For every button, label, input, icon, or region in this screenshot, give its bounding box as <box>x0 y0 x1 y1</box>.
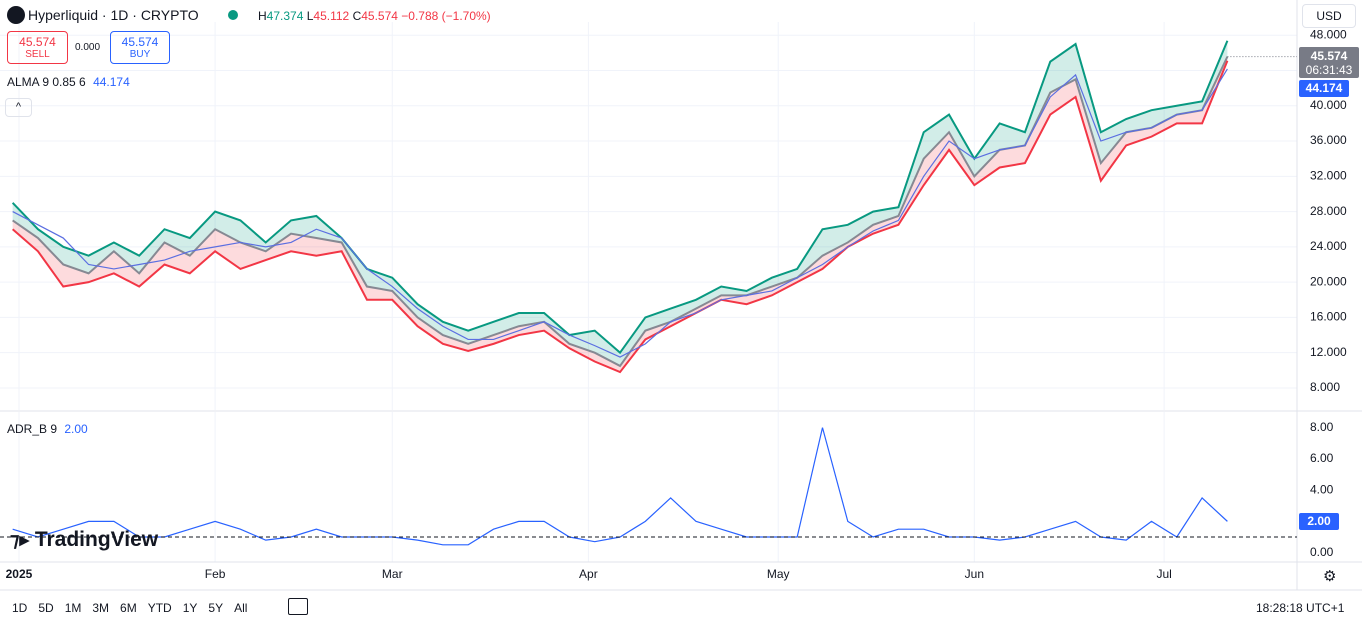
ohlc-label: L <box>306 9 314 23</box>
y-tick-label: 4.00 <box>1310 482 1334 496</box>
y-tick-label: 48.000 <box>1310 27 1347 41</box>
legend-name: ALMA 9 0.85 6 <box>7 75 86 89</box>
sell-price: 45.574 <box>19 35 56 49</box>
y-tick-label: 0.00 <box>1310 545 1334 559</box>
price-label: 45.574 06:31:43 <box>1299 47 1359 78</box>
x-tick-label: Apr <box>579 567 598 581</box>
y-tick-label: 16.000 <box>1310 310 1347 324</box>
y-tick-label: 20.000 <box>1310 274 1347 288</box>
y-tick-label: 32.000 <box>1310 168 1347 182</box>
watermark: ⁊▸ TradingView <box>10 528 159 551</box>
timeframe-button[interactable]: All <box>234 601 248 615</box>
date-range-icon[interactable] <box>288 598 308 615</box>
x-tick-label: Jul <box>1156 567 1171 581</box>
timeframe-button[interactable]: 1Y <box>182 601 198 615</box>
settings-icon[interactable]: ⚙ <box>1323 568 1337 585</box>
market-status <box>228 10 238 20</box>
watermark-text: TradingView <box>34 528 159 551</box>
clock: 18:28:18 UTC+1 <box>1256 601 1345 615</box>
y-tick-label: 36.000 <box>1310 133 1347 147</box>
timeframe-button[interactable]: 3M <box>92 601 110 615</box>
y-tick-label: 8.00 <box>1310 420 1334 434</box>
y-tick-label: 28.000 <box>1310 204 1347 218</box>
x-tick-label: Mar <box>382 567 403 581</box>
change: −0.788 (−1.70%) <box>401 9 491 23</box>
price-label-value: 45.574 <box>1310 49 1348 63</box>
ohlc-value: 47.374 <box>266 9 304 23</box>
timeframe-button[interactable]: 5D <box>38 601 54 615</box>
series-line <box>11 40 1229 355</box>
legend-value: 44.174 <box>93 75 130 89</box>
ohlc-label: C <box>352 9 362 23</box>
x-tick-label: 2025 <box>6 567 33 581</box>
currency[interactable]: USD <box>1302 4 1356 28</box>
x-tick-label: May <box>767 567 790 581</box>
y-tick-label: 24.000 <box>1310 239 1347 253</box>
buy-button[interactable]: 45.574 BUY <box>110 31 170 64</box>
series-line <box>11 60 1229 374</box>
alma-price-label: 44.174 <box>1299 80 1349 97</box>
collapse-button[interactable]: ^ <box>5 98 32 117</box>
ohlc-label: H <box>258 9 267 23</box>
ohlc-value: 45.112 <box>313 9 350 23</box>
x-tick-label: Feb <box>205 567 226 581</box>
lines <box>11 40 1229 546</box>
fills <box>12 40 1228 373</box>
y-tick-label: 8.000 <box>1310 380 1340 394</box>
symbol-logo <box>7 6 25 24</box>
ohlc-value: 45.574 <box>361 9 398 23</box>
timeframe-button[interactable]: 1D <box>12 601 28 615</box>
adr-legend: ADR_B 9 2.00 <box>7 422 88 436</box>
timeframe-button[interactable]: YTD <box>147 601 172 615</box>
series-line <box>12 427 1228 546</box>
grid <box>0 22 1297 562</box>
x-tick-label: Jun <box>965 567 984 581</box>
symbol-title[interactable]: Hyperliquid · 1D · CRYPTO <box>28 7 199 23</box>
y-tick-label: 12.000 <box>1310 345 1347 359</box>
timeframes: 1D 5D 1M 3M 6M YTD 1Y 5Y All <box>12 601 258 615</box>
ohlc: H47.374 L45.112 C45.574 −0.788 (−1.70%) <box>258 9 491 23</box>
adr-value-label: 2.00 <box>1299 513 1339 530</box>
timeframe-button[interactable]: 1M <box>64 601 82 615</box>
sell-button[interactable]: 45.574 SELL <box>7 31 68 64</box>
spread: 0.000 <box>75 42 101 53</box>
timeframe-button[interactable]: 6M <box>120 601 137 615</box>
series-line <box>12 68 1228 358</box>
timeframe-button[interactable]: 5Y <box>208 601 224 615</box>
buy-price: 45.574 <box>121 35 159 49</box>
y-tick-label: 6.00 <box>1310 451 1334 465</box>
legend-name: ADR_B 9 <box>7 422 58 436</box>
y-tick-label: 40.000 <box>1310 98 1347 112</box>
sell-label: SELL <box>25 49 50 60</box>
countdown: 06:31:43 <box>1305 63 1353 77</box>
alma-legend: ALMA 9 0.85 6 44.174 <box>7 75 130 89</box>
buy-label: BUY <box>129 49 151 60</box>
legend-value: 2.00 <box>64 422 88 436</box>
